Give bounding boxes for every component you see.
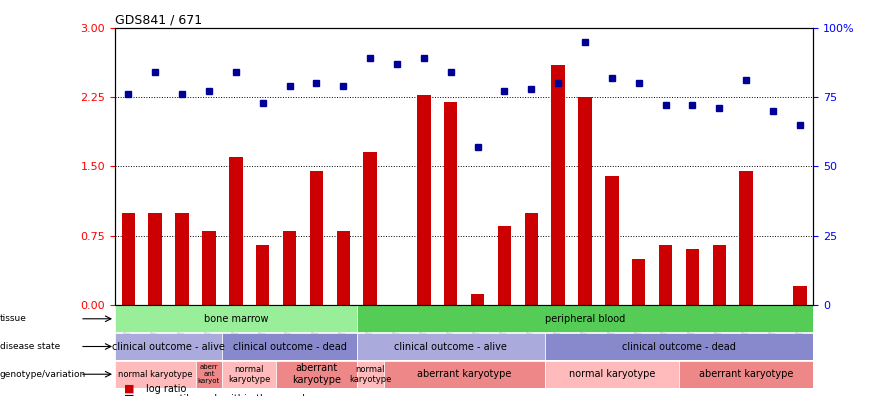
Text: clinical outcome - dead: clinical outcome - dead [232, 341, 347, 352]
FancyBboxPatch shape [679, 361, 813, 388]
Text: clinical outcome - dead: clinical outcome - dead [622, 341, 735, 352]
Bar [578, 97, 591, 305]
Text: percentile rank within the sample: percentile rank within the sample [146, 394, 311, 396]
Bar [471, 294, 484, 305]
Text: log ratio: log ratio [146, 384, 187, 394]
Bar [175, 213, 189, 305]
Text: normal
karyotype: normal karyotype [349, 365, 392, 384]
Bar [632, 259, 645, 305]
FancyBboxPatch shape [223, 333, 356, 360]
Bar [337, 231, 350, 305]
FancyBboxPatch shape [356, 305, 813, 332]
Text: tissue: tissue [0, 314, 27, 323]
Bar [793, 286, 806, 305]
Text: aberrant karyotype: aberrant karyotype [699, 369, 793, 379]
Text: normal karyotype: normal karyotype [568, 369, 655, 379]
Bar [149, 213, 162, 305]
Text: aberrant karyotype: aberrant karyotype [417, 369, 511, 379]
Bar [309, 171, 323, 305]
Bar [552, 65, 565, 305]
Bar [363, 152, 377, 305]
FancyBboxPatch shape [115, 305, 356, 332]
Bar [122, 213, 135, 305]
Text: aberr
ant
karyot: aberr ant karyot [198, 364, 220, 384]
FancyBboxPatch shape [356, 361, 384, 388]
Text: clinical outcome - alive: clinical outcome - alive [112, 341, 225, 352]
Bar [659, 245, 672, 305]
Text: clinical outcome - alive: clinical outcome - alive [394, 341, 507, 352]
FancyBboxPatch shape [223, 361, 276, 388]
FancyBboxPatch shape [195, 361, 223, 388]
Bar [202, 231, 216, 305]
Bar [498, 227, 511, 305]
FancyBboxPatch shape [115, 361, 195, 388]
Text: ■: ■ [124, 384, 134, 394]
Bar [229, 157, 242, 305]
Bar [417, 95, 431, 305]
Text: normal karyotype: normal karyotype [118, 370, 193, 379]
Text: GDS841 / 671: GDS841 / 671 [115, 13, 202, 27]
FancyBboxPatch shape [545, 361, 679, 388]
FancyBboxPatch shape [384, 361, 545, 388]
Bar [606, 175, 619, 305]
Bar [713, 245, 726, 305]
Bar [283, 231, 296, 305]
Bar [524, 213, 538, 305]
Text: genotype/variation: genotype/variation [0, 370, 87, 379]
Text: aberrant
karyotype: aberrant karyotype [292, 364, 341, 385]
FancyBboxPatch shape [545, 333, 813, 360]
Bar [739, 171, 753, 305]
FancyBboxPatch shape [356, 333, 545, 360]
FancyBboxPatch shape [115, 333, 223, 360]
FancyBboxPatch shape [276, 361, 356, 388]
Text: peripheral blood: peripheral blood [545, 314, 625, 324]
Text: bone marrow: bone marrow [203, 314, 268, 324]
Text: ■: ■ [124, 394, 134, 396]
Text: normal
karyotype: normal karyotype [228, 365, 271, 384]
Bar [444, 102, 457, 305]
Text: disease state: disease state [0, 342, 60, 351]
Bar [686, 249, 699, 305]
Bar [256, 245, 270, 305]
